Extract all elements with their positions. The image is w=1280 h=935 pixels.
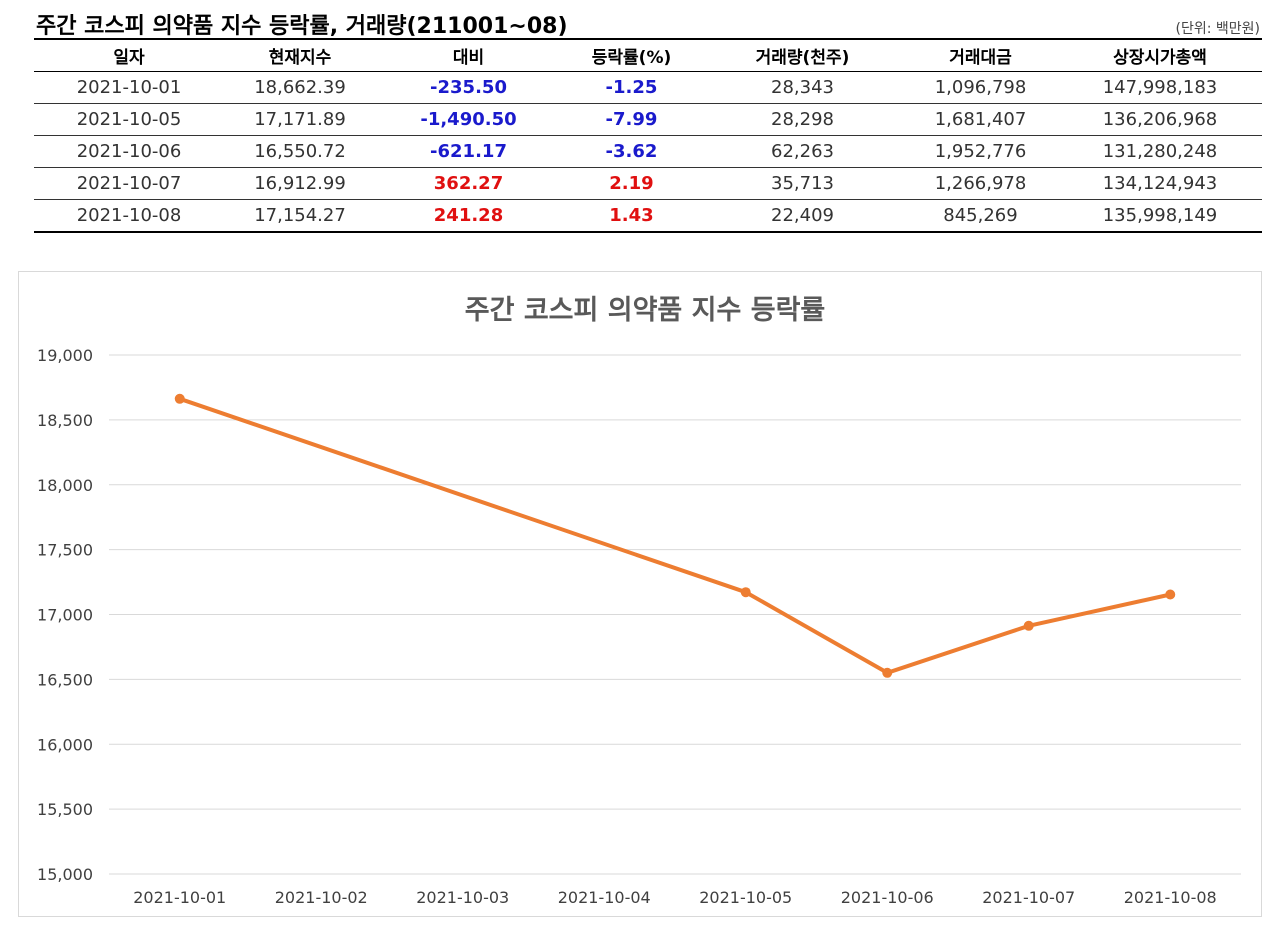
y-tick-label: 18,000 [37,476,93,495]
table-row: 2021-10-05 17,171.89 -1,490.50 -7.99 28,298 1… [34,103,1262,136]
cell-volume: 35,713 [702,167,903,200]
data-point [1023,620,1034,631]
table-row: 2021-10-01 18,662.39 -235.50 -1.25 28,343 1,0… [34,71,1262,104]
cell-date: 2021-10-07 [34,167,224,200]
data-point [174,393,185,404]
cell-rate: 2.19 [561,167,702,200]
table-row: 2021-10-07 16,912.99 362.27 2.19 35,713 1,266… [34,167,1262,200]
data-point [882,667,893,678]
x-tick-label: 2021-10-08 [1124,888,1217,907]
unit-note: (단위: 백만원) [1175,21,1261,37]
column-header-rate: 등락률(%) [561,38,702,72]
table-row: 2021-10-06 16,550.72 -621.17 -3.62 62,263 1,9… [34,135,1262,168]
chart-container: 주간 코스피 의약품 지수 등락률 15,000 15,500 16,000 16,50… [18,271,1262,917]
cell-change: 362.27 [376,167,561,200]
column-header-volume: 거래량(천주) [702,38,903,72]
data-point [1165,589,1176,600]
y-tick-label: 16,500 [37,670,93,689]
column-header-index: 현재지수 [224,38,376,72]
cell-volume: 28,343 [702,71,903,104]
line-chart: 주간 코스피 의약품 지수 등락률 15,000 15,500 16,000 16,50… [37,295,1241,907]
x-tick-label: 2021-10-05 [699,888,792,907]
cell-date: 2021-10-06 [34,135,224,168]
y-tick-label: 16,000 [37,735,93,754]
cell-amount: 845,269 [903,199,1058,233]
cell-volume: 62,263 [702,135,903,168]
y-tick-label: 19,000 [37,346,93,365]
cell-rate: -1.25 [561,71,702,104]
column-header-date: 일자 [34,38,224,72]
x-tick-label: 2021-10-07 [982,888,1075,907]
table-header-row: 일자 현재지수 대비 등락률(%) 거래량(천주) 거래대금 상장시가총액 [34,38,1262,72]
data-table: 일자 현재지수 대비 등락률(%) 거래량(천주) 거래대금 상장시가총액 20… [34,38,1262,233]
cell-index: 17,154.27 [224,199,376,233]
column-header-amount: 거래대금 [903,38,1058,72]
cell-change: -235.50 [376,71,561,104]
y-tick-label: 17,000 [37,606,93,625]
cell-date: 2021-10-08 [34,199,224,233]
x-tick-label: 2021-10-06 [841,888,934,907]
cell-date: 2021-10-05 [34,103,224,136]
column-header-change: 대비 [376,38,561,72]
y-tick-label: 15,000 [37,865,93,884]
cell-amount: 1,952,776 [903,135,1058,168]
cell-volume: 28,298 [702,103,903,136]
y-tick-label: 15,500 [37,800,93,819]
cell-market-cap: 136,206,968 [1058,103,1262,136]
chart-title: 주간 코스피 의약품 지수 등락률 [465,295,826,326]
cell-index: 16,550.72 [224,135,376,168]
cell-amount: 1,266,978 [903,167,1058,200]
y-tick-label: 18,500 [37,411,93,430]
table-title: 주간 코스피 의약품 지수 등락률, 거래량(211001~08) [36,14,568,39]
cell-date: 2021-10-01 [34,71,224,104]
cell-market-cap: 135,998,149 [1058,199,1262,233]
cell-amount: 1,681,407 [903,103,1058,136]
x-tick-label: 2021-10-03 [416,888,509,907]
series-line [179,396,1171,675]
cell-change: -1,490.50 [376,103,561,136]
cell-index: 18,662.39 [224,71,376,104]
cell-index: 17,171.89 [224,103,376,136]
cell-change: 241.28 [376,199,561,233]
cell-change: -621.17 [376,135,561,168]
cell-market-cap: 134,124,943 [1058,167,1262,200]
x-tick-label: 2021-10-02 [275,888,368,907]
cell-volume: 22,409 [702,199,903,233]
x-tick-label: 2021-10-04 [558,888,651,907]
cell-market-cap: 131,280,248 [1058,135,1262,168]
cell-market-cap: 147,998,183 [1058,71,1262,104]
x-tick-label: 2021-10-01 [133,888,226,907]
cell-rate: -3.62 [561,135,702,168]
cell-index: 16,912.99 [224,167,376,200]
column-header-market-cap: 상장시가총액 [1058,38,1262,72]
table-row: 2021-10-08 17,154.27 241.28 1.43 22,409 845,2… [34,199,1262,233]
cell-amount: 1,096,798 [903,71,1058,104]
y-tick-label: 17,500 [37,541,93,560]
data-point [740,587,751,598]
cell-rate: -7.99 [561,103,702,136]
cell-rate: 1.43 [561,199,702,233]
table-body: 2021-10-01 18,662.39 -235.50 -1.25 28,343 1,0… [34,71,1262,233]
